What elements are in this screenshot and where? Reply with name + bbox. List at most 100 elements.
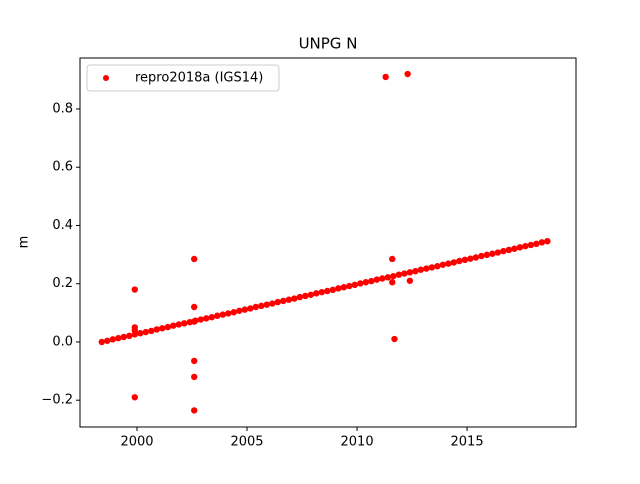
point bbox=[115, 334, 122, 342]
point bbox=[241, 306, 249, 313]
legend-box bbox=[86, 64, 280, 92]
point bbox=[274, 298, 282, 306]
point bbox=[252, 303, 260, 311]
point bbox=[148, 327, 155, 335]
point bbox=[505, 246, 513, 254]
point bbox=[489, 250, 496, 257]
point bbox=[269, 300, 276, 307]
point bbox=[450, 259, 458, 266]
point bbox=[379, 275, 386, 282]
point bbox=[538, 239, 546, 246]
point bbox=[423, 265, 430, 272]
point bbox=[104, 337, 111, 344]
point bbox=[373, 276, 381, 283]
point bbox=[291, 295, 298, 302]
point bbox=[120, 333, 127, 341]
point bbox=[478, 252, 485, 260]
point bbox=[434, 263, 441, 270]
x-tick-label: 2005 bbox=[230, 435, 263, 450]
point bbox=[263, 301, 271, 308]
point bbox=[404, 70, 411, 78]
y-tick-label: 0.4 bbox=[52, 218, 73, 233]
point bbox=[412, 267, 419, 275]
point bbox=[247, 305, 254, 312]
point bbox=[258, 302, 265, 310]
point bbox=[362, 279, 370, 286]
point bbox=[329, 286, 337, 294]
point bbox=[456, 257, 463, 265]
point bbox=[544, 237, 551, 245]
point bbox=[175, 321, 183, 328]
point bbox=[335, 285, 342, 292]
point bbox=[391, 335, 398, 343]
point bbox=[181, 320, 188, 327]
point bbox=[313, 290, 320, 297]
y-tick-label: 0.2 bbox=[52, 276, 73, 291]
point bbox=[230, 309, 238, 316]
y-tick-label: 0.6 bbox=[52, 160, 73, 175]
y-tick-label: 0.0 bbox=[52, 334, 73, 349]
point bbox=[472, 254, 480, 261]
point bbox=[164, 323, 172, 331]
point bbox=[307, 291, 315, 298]
point bbox=[142, 328, 149, 336]
x-tick-label: 2015 bbox=[451, 435, 484, 450]
point bbox=[428, 264, 436, 271]
point bbox=[516, 244, 524, 251]
point bbox=[214, 312, 221, 319]
point bbox=[527, 241, 535, 249]
y-tick-label: −0.2 bbox=[41, 393, 73, 408]
y-axis-label: m bbox=[17, 236, 32, 249]
point bbox=[401, 270, 408, 277]
point bbox=[191, 303, 198, 311]
point bbox=[357, 280, 364, 287]
point bbox=[285, 296, 293, 303]
point bbox=[533, 240, 540, 248]
point bbox=[131, 286, 138, 293]
point bbox=[340, 284, 348, 291]
point bbox=[384, 274, 392, 281]
point bbox=[445, 260, 452, 267]
point bbox=[439, 261, 447, 268]
point bbox=[390, 272, 397, 280]
point bbox=[318, 288, 326, 296]
point bbox=[494, 249, 502, 256]
point bbox=[511, 245, 518, 252]
point bbox=[109, 336, 116, 343]
point bbox=[208, 314, 216, 321]
point bbox=[219, 311, 227, 318]
legend-marker bbox=[103, 75, 109, 81]
point bbox=[280, 297, 287, 305]
chart-title: UNPG N bbox=[299, 35, 358, 53]
plot-frame bbox=[79, 57, 577, 428]
point bbox=[417, 266, 425, 273]
point bbox=[389, 279, 396, 286]
point bbox=[131, 394, 138, 401]
point bbox=[191, 255, 198, 263]
point bbox=[324, 287, 331, 295]
point bbox=[98, 338, 105, 346]
point bbox=[406, 269, 414, 276]
y-tick-label: 0.8 bbox=[52, 101, 73, 116]
point bbox=[191, 357, 198, 365]
point bbox=[170, 322, 177, 329]
point bbox=[191, 373, 198, 381]
x-tick-label: 2000 bbox=[120, 435, 153, 450]
point bbox=[461, 256, 469, 264]
point bbox=[203, 315, 210, 322]
point bbox=[406, 277, 414, 284]
point bbox=[197, 316, 205, 323]
point bbox=[153, 326, 160, 333]
point bbox=[368, 277, 375, 285]
point bbox=[389, 255, 396, 263]
point bbox=[382, 73, 389, 81]
point bbox=[236, 307, 243, 314]
legend-label: repro2018a (IGS14) bbox=[135, 71, 263, 86]
point bbox=[395, 271, 403, 278]
point bbox=[522, 242, 529, 250]
point bbox=[191, 318, 198, 325]
point bbox=[137, 330, 144, 337]
point bbox=[225, 310, 232, 317]
point bbox=[191, 407, 198, 414]
